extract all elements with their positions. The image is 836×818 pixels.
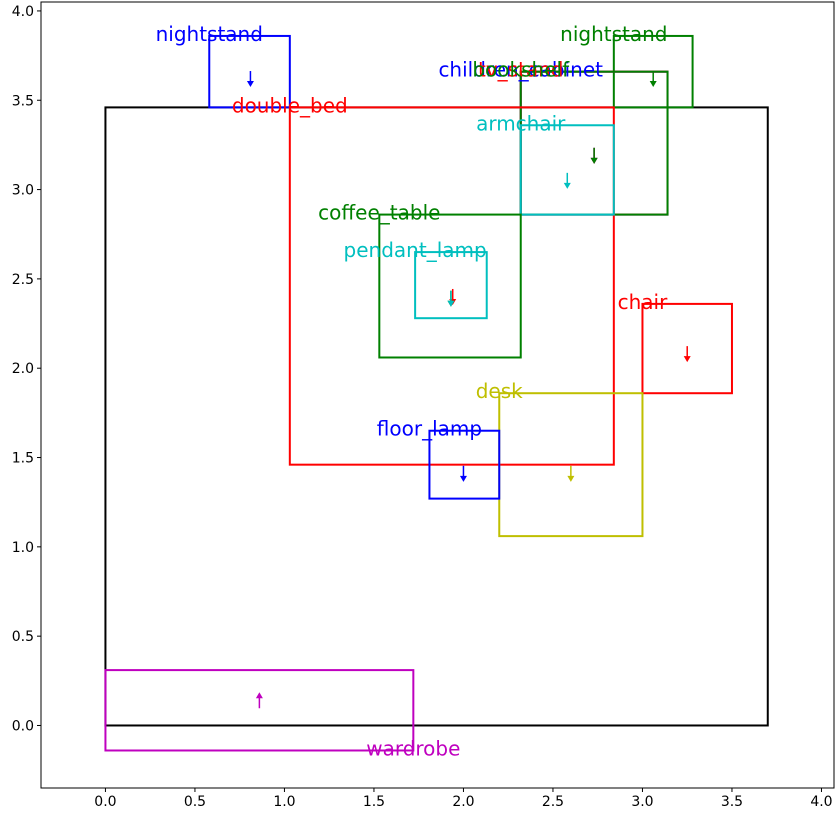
bookshelf-label: bookshelf (472, 58, 570, 82)
x-tick-label: 2.0 (452, 794, 474, 810)
bookshelf-arrow-head (590, 157, 598, 164)
coffee-table-label: coffee_table (318, 201, 440, 225)
nightstand-arrow-head (246, 81, 254, 88)
y-tick-label: 3.0 (12, 183, 34, 199)
x-tick-label: 0.0 (94, 794, 116, 810)
desk-arrow-head (567, 475, 575, 482)
furniture-layer (104, 34, 733, 752)
x-tick-label: 2.5 (542, 794, 564, 810)
y-tick-label: 2.5 (12, 272, 34, 288)
coffee-table-box (378, 213, 522, 359)
nightstand-box (208, 34, 291, 109)
pendant-lamp-label: pendant_lamp (344, 238, 487, 262)
nightstand-arrow-head (649, 81, 657, 88)
armchair-arrow-head (563, 182, 571, 189)
y-tick-label: 4.0 (12, 4, 34, 20)
double-bed-box (288, 106, 615, 466)
chair-label: chair (618, 290, 668, 314)
floor-lamp-arrow-head (459, 475, 467, 482)
x-tick-label: 1.5 (363, 794, 385, 810)
plot-frame (40, 1, 835, 789)
wardrobe-arrow-head (255, 692, 263, 699)
y-tick-label: 2.0 (12, 361, 34, 377)
children-cabinet-label: children_cabinet (438, 58, 603, 82)
axis-ticks: 0.0 0.5 1.0 1.5 2.0 2.5 3.0 3.5 4.0 0.0 0.5 1.0 1.5 2… (12, 4, 833, 810)
nightstand-label: nightstand (156, 22, 263, 46)
armchair-box (519, 124, 615, 216)
tv-stand-label: tv_stand (478, 58, 564, 82)
floor-lamp-label: floor_lamp (377, 417, 482, 441)
chair-arrow-head (683, 356, 691, 363)
y-tick-label: 0.0 (12, 718, 34, 734)
y-tick-label: 0.5 (12, 629, 34, 645)
bookshelf-box (519, 70, 669, 216)
chair-box (641, 302, 733, 395)
y-tick-label: 1.0 (12, 540, 34, 556)
nightstand-label: nightstand (560, 22, 667, 46)
double-bed-label: double_bed (232, 93, 348, 117)
pendant-lamp-arrow-head (447, 300, 455, 307)
x-tick-label: 1.0 (273, 794, 295, 810)
armchair-label: armchair (476, 111, 566, 135)
x-tick-label: 3.5 (721, 794, 743, 810)
desk-label: desk (476, 379, 523, 403)
y-tick-label: 3.5 (12, 93, 34, 109)
x-tick-label: 4.0 (810, 794, 832, 810)
tv-stand-box (519, 70, 669, 216)
x-tick-label: 3.0 (631, 794, 653, 810)
pendant-lamp-box (414, 251, 488, 320)
floor-lamp-box (428, 429, 501, 500)
y-tick-label: 1.5 (12, 451, 34, 467)
children-cabinet-box (519, 70, 669, 216)
x-tick-label: 0.5 (184, 794, 206, 810)
wardrobe-label: wardrobe (366, 736, 460, 760)
wardrobe-box (104, 669, 415, 752)
label-layer: nightstand nightstand children_cabinettv_s… (156, 22, 668, 761)
